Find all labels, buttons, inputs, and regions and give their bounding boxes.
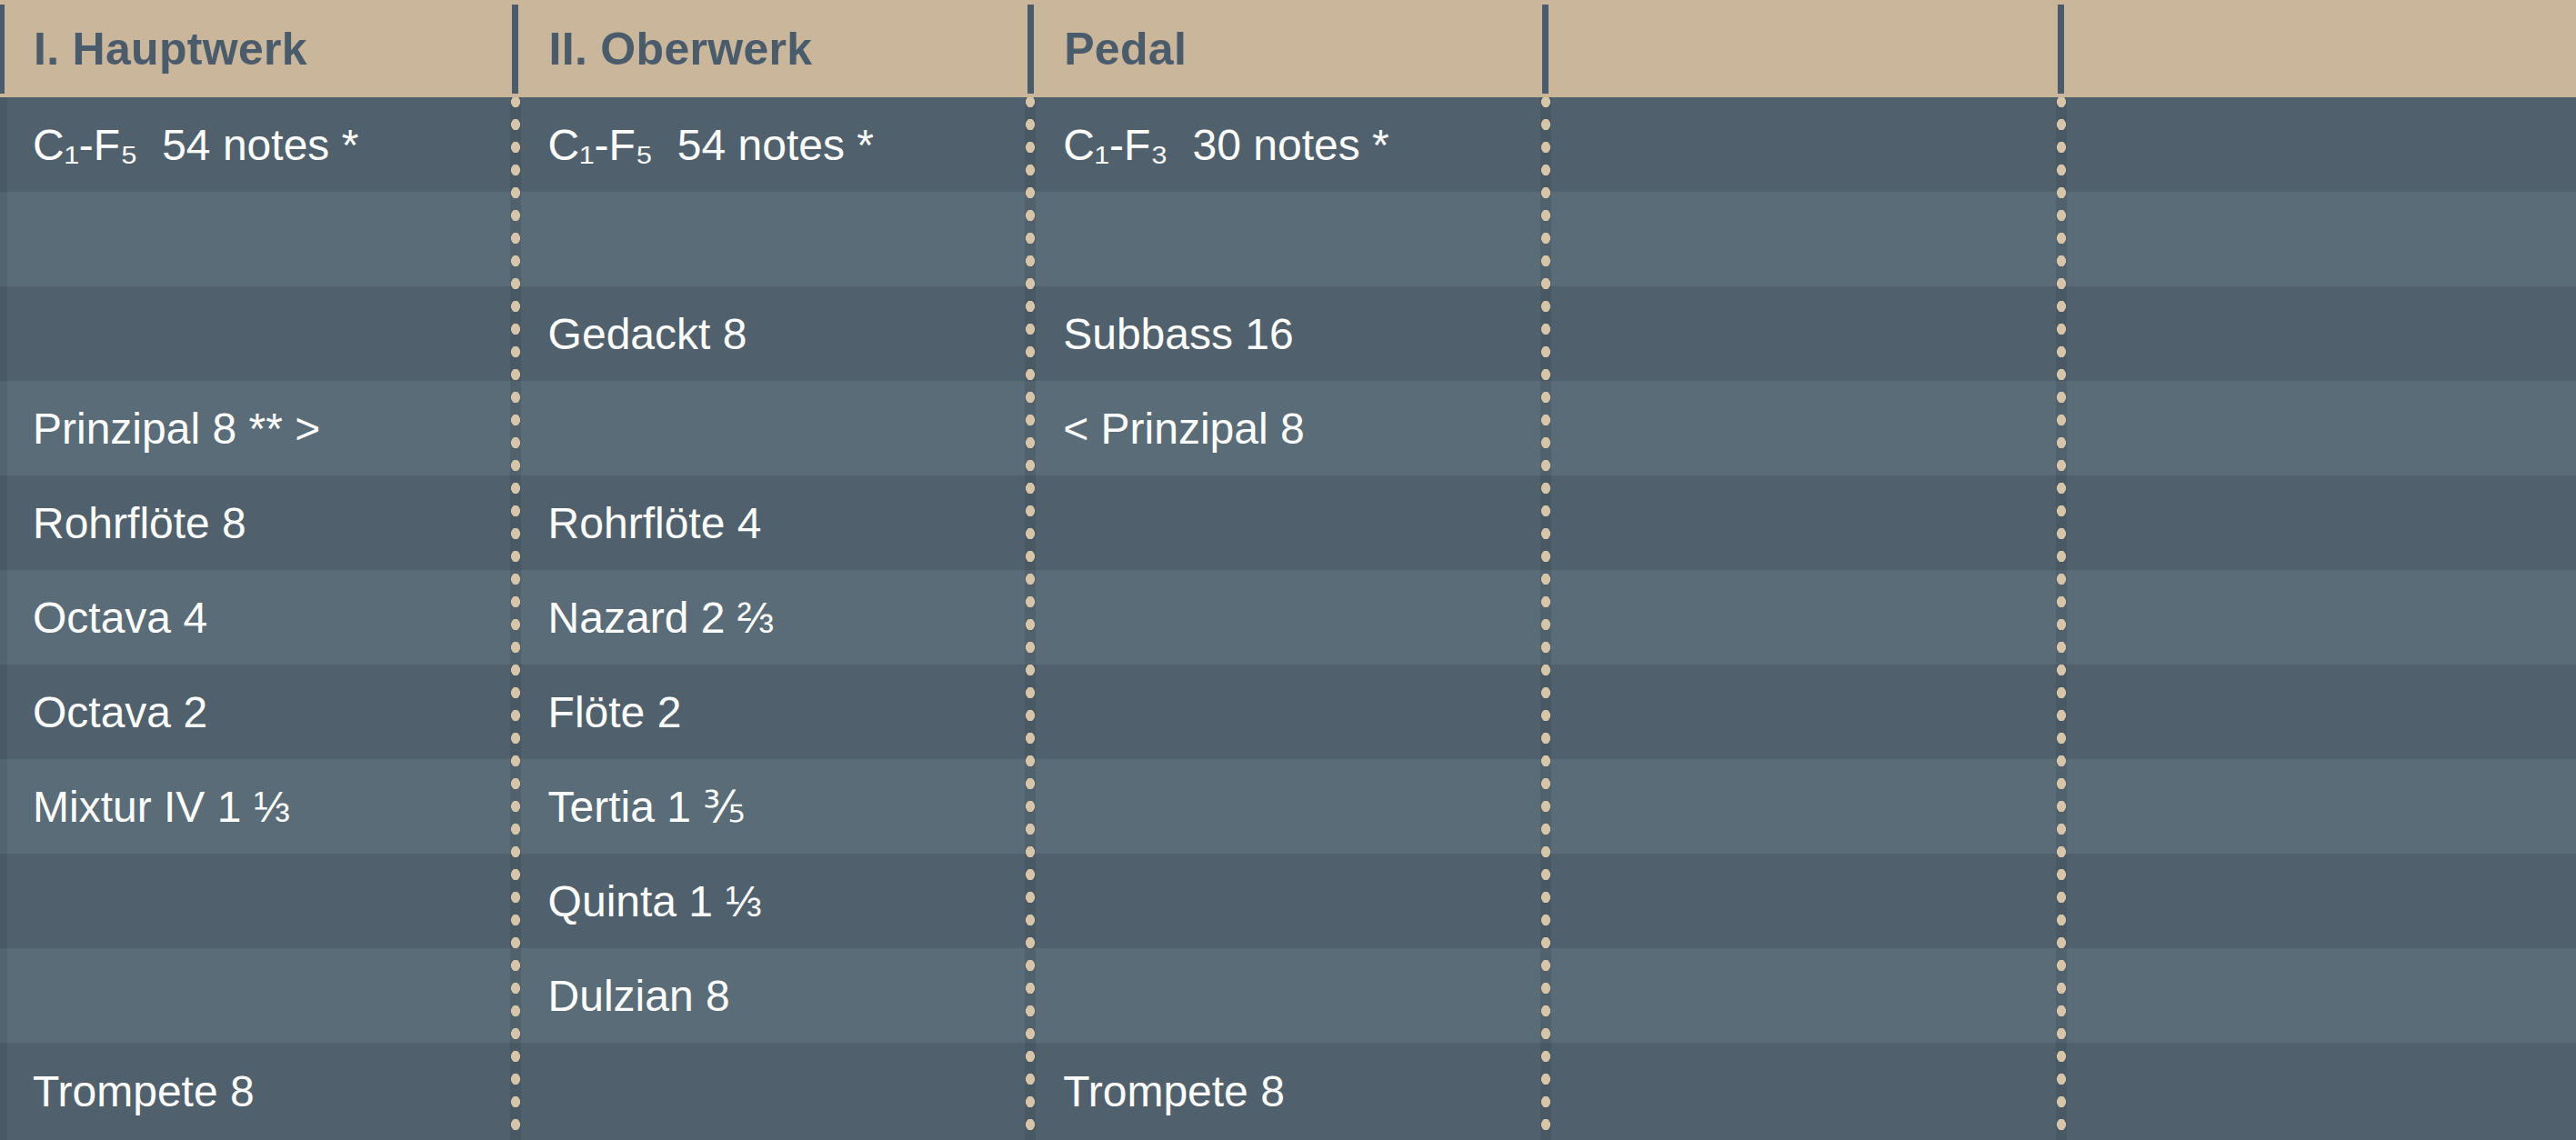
table-cell (1030, 570, 1546, 665)
table-cell: Dulzian 8 (516, 948, 1031, 1043)
table-cell (1030, 475, 1546, 570)
table-cell: Mixtur IV 1 ⅓ (0, 759, 516, 854)
table-cell: Flöte 2 (516, 665, 1031, 759)
table-cell (1546, 570, 2061, 665)
table-cell (1546, 759, 2061, 854)
header-separator-line (2058, 5, 2064, 94)
table-cell (1546, 948, 2061, 1043)
table-cell (2060, 1043, 2576, 1140)
column-separator-dotted (510, 97, 521, 1140)
table-cell (1030, 854, 1546, 948)
table-header-row: I. Hauptwerk II. Oberwerk Pedal (0, 0, 2576, 97)
table-cell (1546, 97, 2061, 192)
header-separator-line (1542, 5, 1549, 94)
table-cell: Octava 2 (0, 665, 516, 759)
table-cell (1546, 475, 2061, 570)
table-cell (2060, 854, 2576, 948)
header-separator-line (512, 5, 518, 94)
column-separator-dotted (1540, 97, 1551, 1140)
table-cell: Tertia 1 ⅗ (516, 759, 1031, 854)
table-body: C₁-F₅ 54 notes * C₁-F₅ 54 notes * C₁-F₃ … (0, 97, 2576, 1140)
table-cell (516, 381, 1031, 475)
table-cell (1546, 665, 2061, 759)
table-cell (2060, 475, 2576, 570)
column-header-hauptwerk: I. Hauptwerk (0, 0, 516, 97)
table-cell (1546, 192, 2061, 286)
table-cell (2060, 948, 2576, 1043)
table-cell (516, 192, 1031, 286)
table-cell: Octava 4 (0, 570, 516, 665)
table-cell (1030, 192, 1546, 286)
table-cell (2060, 570, 2576, 665)
table-cell: Quinta 1 ⅓ (516, 854, 1031, 948)
table-cell: Prinzipal 8 ** > (0, 381, 516, 475)
column-header-empty-1 (1546, 0, 2061, 97)
table-cell: C₁-F₅ 54 notes * (516, 97, 1031, 192)
table-cell (0, 948, 516, 1043)
table-cell: Trompete 8 (0, 1043, 516, 1140)
table-cell (1546, 854, 2061, 948)
table-cell: Gedackt 8 (516, 286, 1031, 381)
table-cell: C₁-F₅ 54 notes * (0, 97, 516, 192)
table-cell: Nazard 2 ⅔ (516, 570, 1031, 665)
table-cell (1030, 948, 1546, 1043)
table-cell (2060, 286, 2576, 381)
table-cell (2060, 665, 2576, 759)
table-cell (0, 286, 516, 381)
table-cell (0, 854, 516, 948)
table-cell (1030, 759, 1546, 854)
body-left-edge-shade (0, 97, 7, 1140)
table-cell: < Prinzipal 8 (1030, 381, 1546, 475)
table-cell: C₁-F₃ 30 notes * (1030, 97, 1546, 192)
table-cell (1030, 665, 1546, 759)
header-separator-line (1027, 5, 1034, 94)
table-cell (2060, 381, 2576, 475)
column-separator-dotted (2056, 97, 2067, 1140)
column-header-empty-2 (2060, 0, 2576, 97)
column-header-oberwerk: II. Oberwerk (516, 0, 1031, 97)
header-separator-line (0, 5, 5, 94)
table-cell (1546, 1043, 2061, 1140)
table-cell: Rohrflöte 8 (0, 475, 516, 570)
column-separator-dotted (1025, 97, 1036, 1140)
table-cell (2060, 759, 2576, 854)
table-cell (516, 1043, 1031, 1140)
table-cell (2060, 97, 2576, 192)
column-header-pedal: Pedal (1030, 0, 1546, 97)
table-cell (2060, 192, 2576, 286)
table-cell (0, 192, 516, 286)
table-cell (1546, 286, 2061, 381)
table-cell: Trompete 8 (1030, 1043, 1546, 1140)
table-cell: Rohrflöte 4 (516, 475, 1031, 570)
table-cell: Subbass 16 (1030, 286, 1546, 381)
organ-disposition-table: I. Hauptwerk II. Oberwerk Pedal C₁-F₅ 54… (0, 0, 2576, 1140)
table-cell (1546, 381, 2061, 475)
